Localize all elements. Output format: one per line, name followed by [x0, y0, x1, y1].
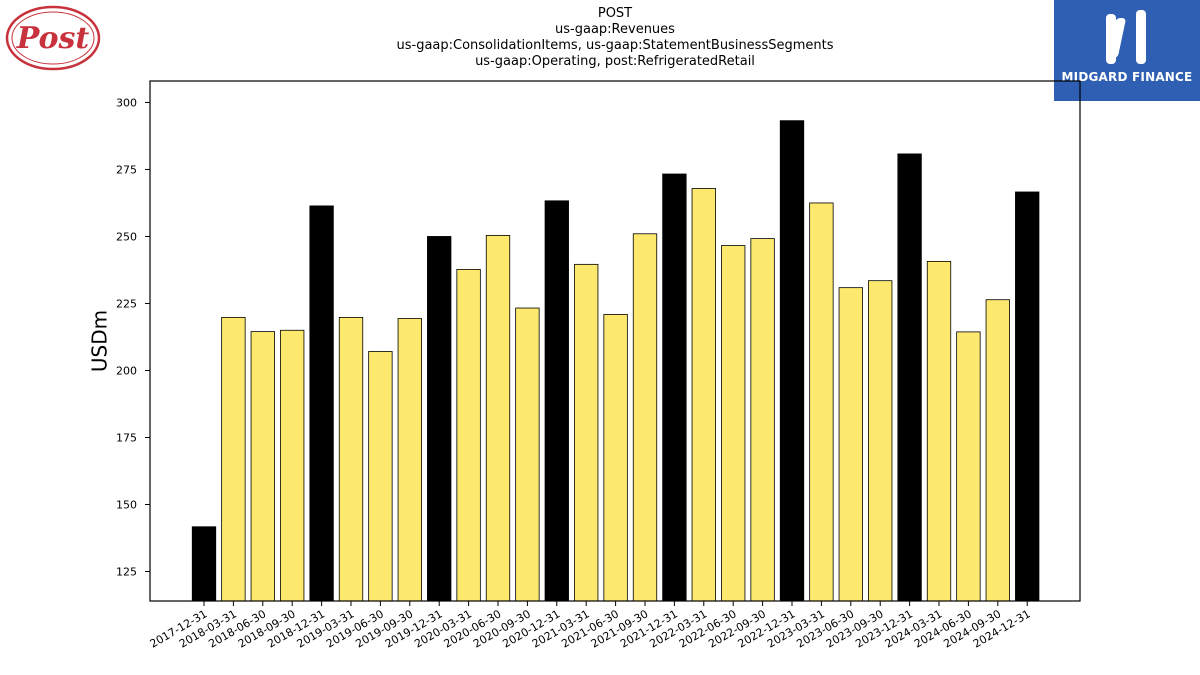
post-logo-text: Post	[16, 21, 90, 56]
bar-2023-06-30	[838, 287, 863, 602]
y-tick-label-175: 175	[116, 431, 137, 444]
bar-2020-12-31	[544, 200, 569, 602]
bar-2022-12-31	[779, 120, 805, 602]
bar-2022-09-30	[750, 238, 775, 602]
bar-2020-06-30	[485, 234, 511, 602]
plot-frame	[149, 80, 1081, 602]
bar-2022-03-31	[691, 188, 716, 602]
bar-2017-12-31	[191, 526, 217, 602]
bar-2023-03-31	[809, 202, 834, 602]
bar-2018-06-30	[250, 331, 275, 602]
y-tick-label-300: 300	[116, 96, 137, 109]
y-tick-label-125: 125	[116, 566, 137, 579]
y-axis: 125 150 175 200 225 250 275 300	[116, 96, 150, 579]
bar-2024-09-30	[985, 299, 1010, 602]
bar-2024-03-31	[926, 260, 952, 602]
chart-title: POST us-gaap:Revenues us-gaap:Consolidat…	[150, 6, 1080, 70]
bar-2018-12-31	[309, 205, 334, 602]
bar-2024-12-31	[1015, 191, 1040, 602]
chart-title-line-1: POST	[597, 6, 633, 21]
bar-2021-06-30	[603, 314, 628, 602]
midgard-finance-logo-text: MIDGARD FINANCE	[1061, 70, 1193, 84]
y-tick-label-200: 200	[116, 364, 137, 377]
bar-2020-09-30	[515, 307, 540, 602]
bar-2019-09-30	[397, 318, 422, 602]
bar-2019-12-31	[427, 236, 452, 602]
bar-2023-12-31	[897, 153, 922, 602]
bar-2018-09-30	[280, 329, 305, 602]
chart-title-line-4: us-gaap:Operating, post:RefrigeratedReta…	[475, 54, 755, 69]
y-tick-label-250: 250	[116, 230, 137, 243]
y-tick-label-150: 150	[116, 499, 137, 512]
bars-layer	[191, 120, 1040, 602]
bar-2023-09-30	[868, 280, 893, 602]
bar-2024-06-30	[956, 331, 981, 602]
chart-title-line-2: us-gaap:Revenues	[555, 22, 675, 37]
y-tick-label-225: 225	[116, 297, 137, 310]
post-logo: Post	[4, 4, 102, 72]
bar-2020-03-31	[456, 269, 481, 602]
bar-2019-06-30	[368, 351, 393, 602]
y-axis-title: USDm	[88, 310, 112, 372]
bar-2018-03-31	[221, 317, 246, 602]
midgard-finance-logo: MIDGARD FINANCE	[1054, 0, 1200, 101]
y-tick-label-275: 275	[116, 163, 137, 176]
chart-title-line-3: us-gaap:ConsolidationItems, us-gaap:Stat…	[396, 38, 834, 53]
bar-2021-09-30	[632, 233, 658, 602]
bar-2019-03-31	[338, 317, 364, 602]
bar-2021-12-31	[662, 173, 687, 602]
bar-2022-06-30	[721, 245, 746, 602]
x-axis: 2017-12-312018-03-312018-06-302018-09-30…	[148, 601, 1033, 651]
bar-2021-03-31	[574, 263, 599, 602]
